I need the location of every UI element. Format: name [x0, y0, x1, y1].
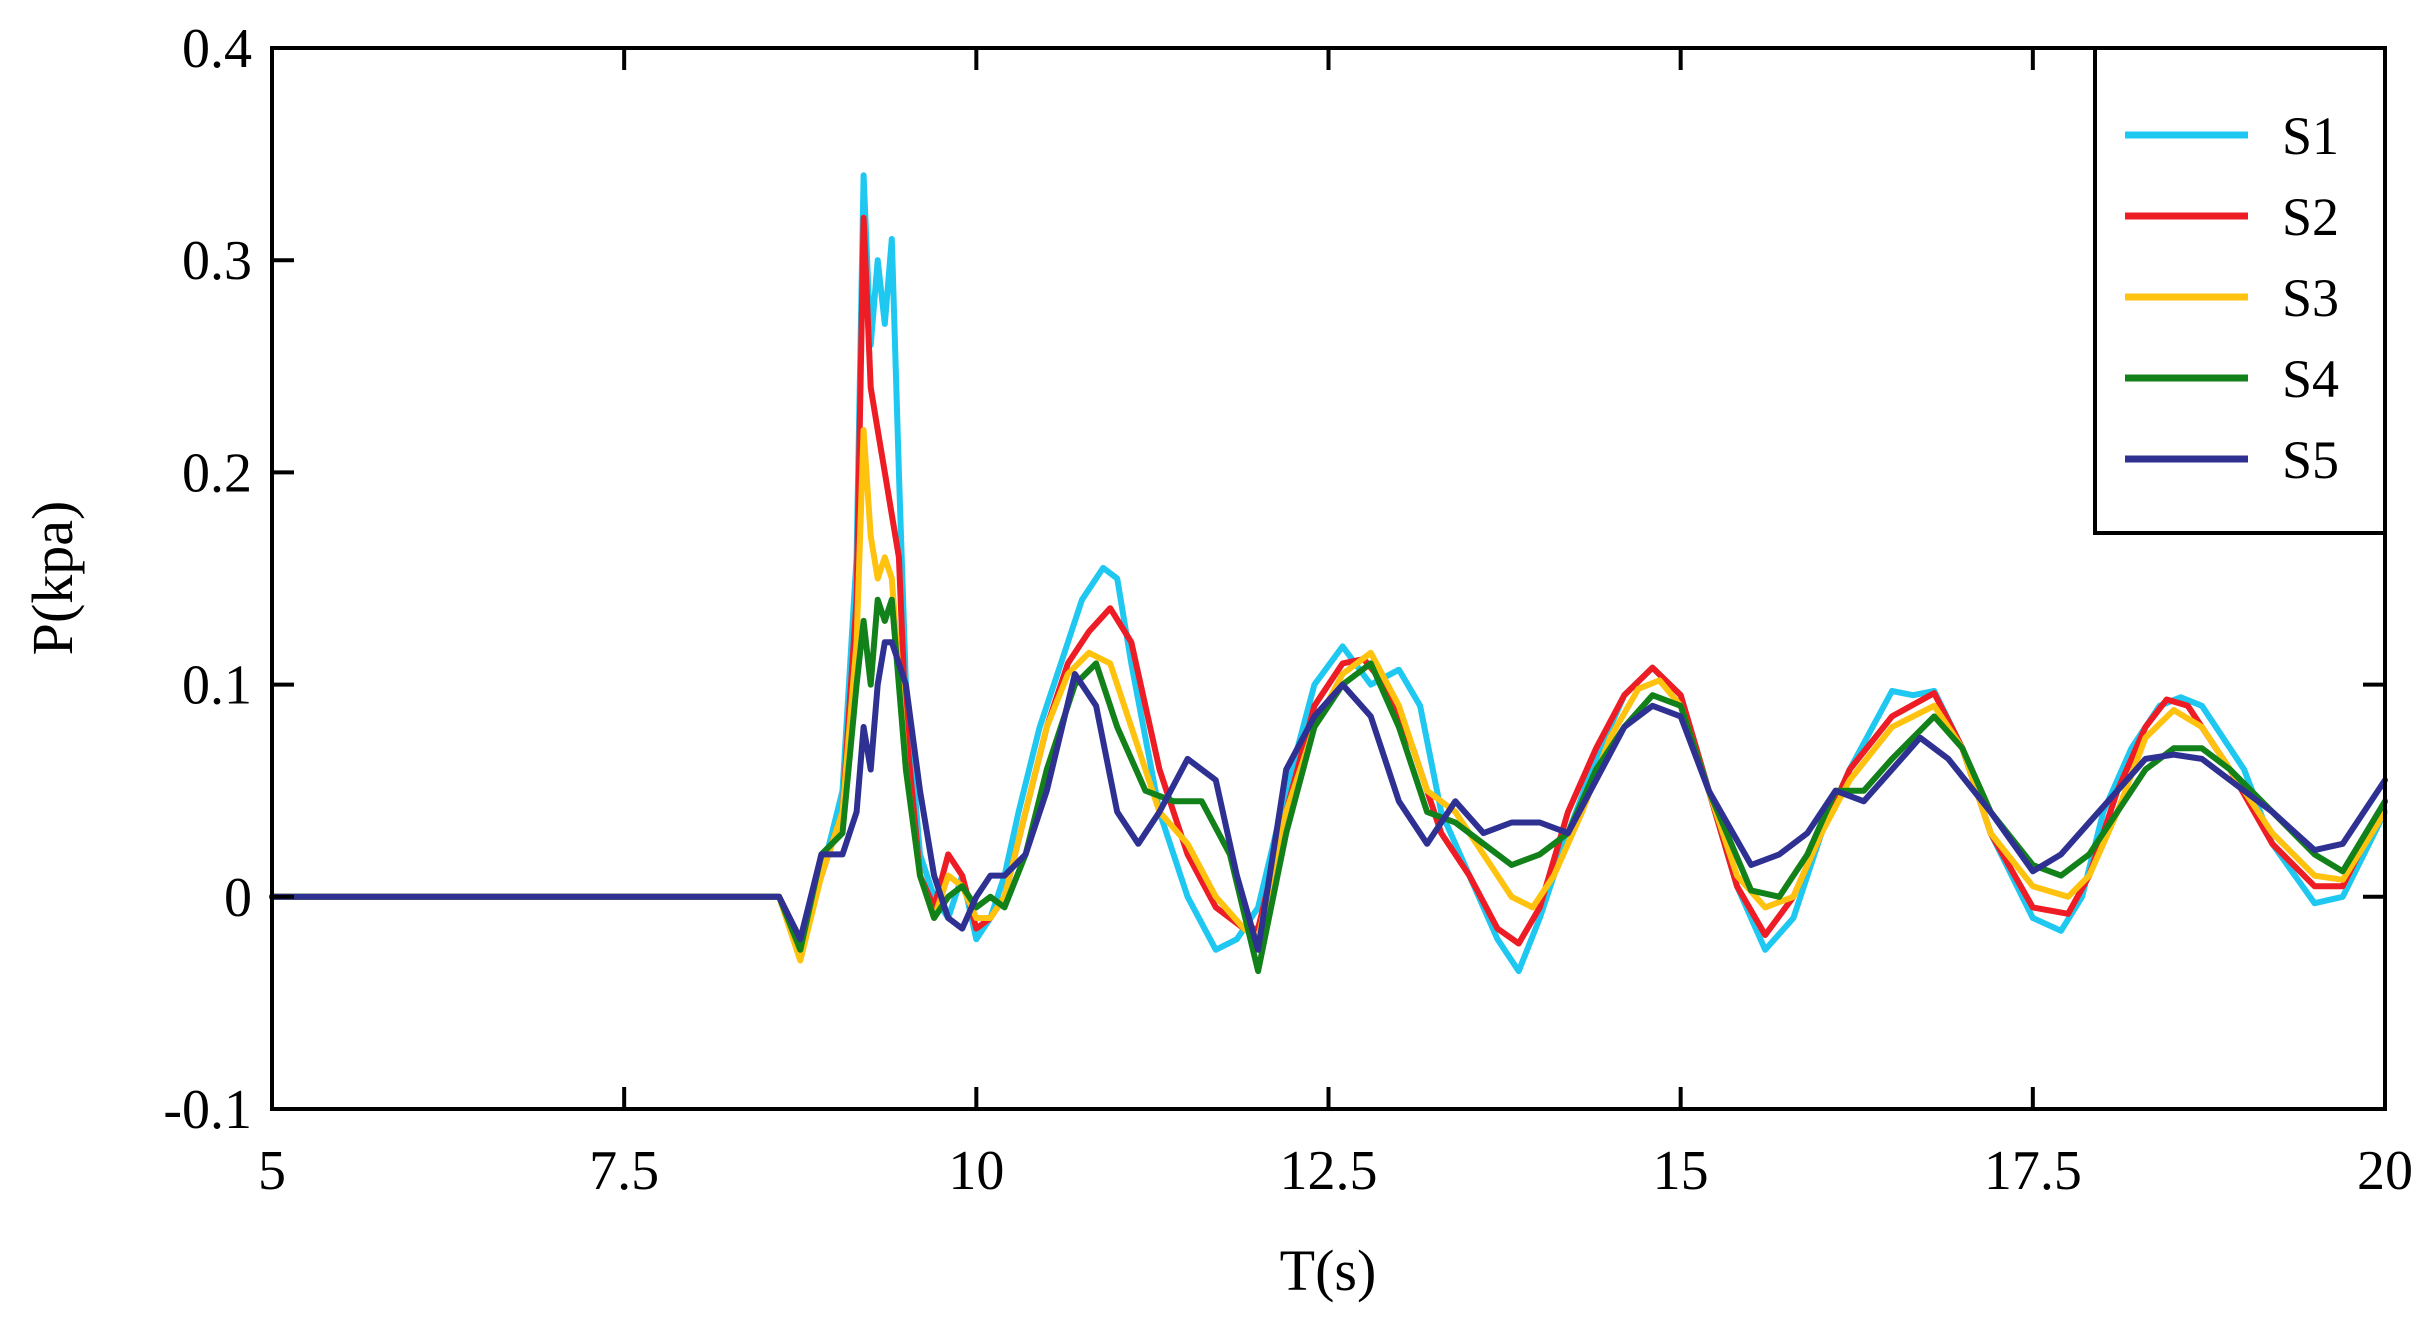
y-axis-label: P(kpa) — [20, 501, 85, 656]
x-tick-label: 17.5 — [1984, 1140, 2082, 1202]
legend: S1 S2 S3 S4 S5 — [2093, 46, 2387, 535]
x-tick-label: 15 — [1653, 1140, 1709, 1202]
legend-label-s2: S2 — [2282, 187, 2339, 247]
series-line-s5 — [269, 639, 2388, 953]
legend-items: S1 S2 S3 S4 S5 — [2125, 106, 2339, 490]
legend-label-s5: S5 — [2282, 430, 2339, 490]
series-layer — [269, 172, 2388, 975]
legend-label-s4: S4 — [2282, 349, 2339, 409]
x-tick-label: 5 — [258, 1140, 286, 1202]
ticks-layer: 5 7.5 10 12.5 15 17.5 20 -0.1 0 0.1 0.2 0.3 0.4 — [163, 18, 2413, 1202]
legend-label-s1: S1 — [2282, 106, 2339, 166]
y-tick-label: 0.2 — [182, 442, 252, 504]
y-tick-label: 0.4 — [182, 18, 252, 80]
x-tick-label: 7.5 — [589, 1140, 659, 1202]
axis-labels: T(s) P(kpa) — [20, 501, 1376, 1303]
x-tick-label: 10 — [948, 1140, 1004, 1202]
x-tick-label: 12.5 — [1280, 1140, 1378, 1202]
x-axis-label: T(s) — [1280, 1238, 1377, 1303]
y-tick-label: 0 — [224, 867, 252, 929]
y-tick-label: 0.3 — [182, 230, 252, 292]
legend-label-s3: S3 — [2282, 268, 2339, 328]
x-tick-label: 20 — [2357, 1140, 2413, 1202]
y-tick-label: 0.1 — [182, 655, 252, 717]
y-tick-label: -0.1 — [163, 1079, 252, 1141]
legend-box — [2093, 46, 2387, 535]
